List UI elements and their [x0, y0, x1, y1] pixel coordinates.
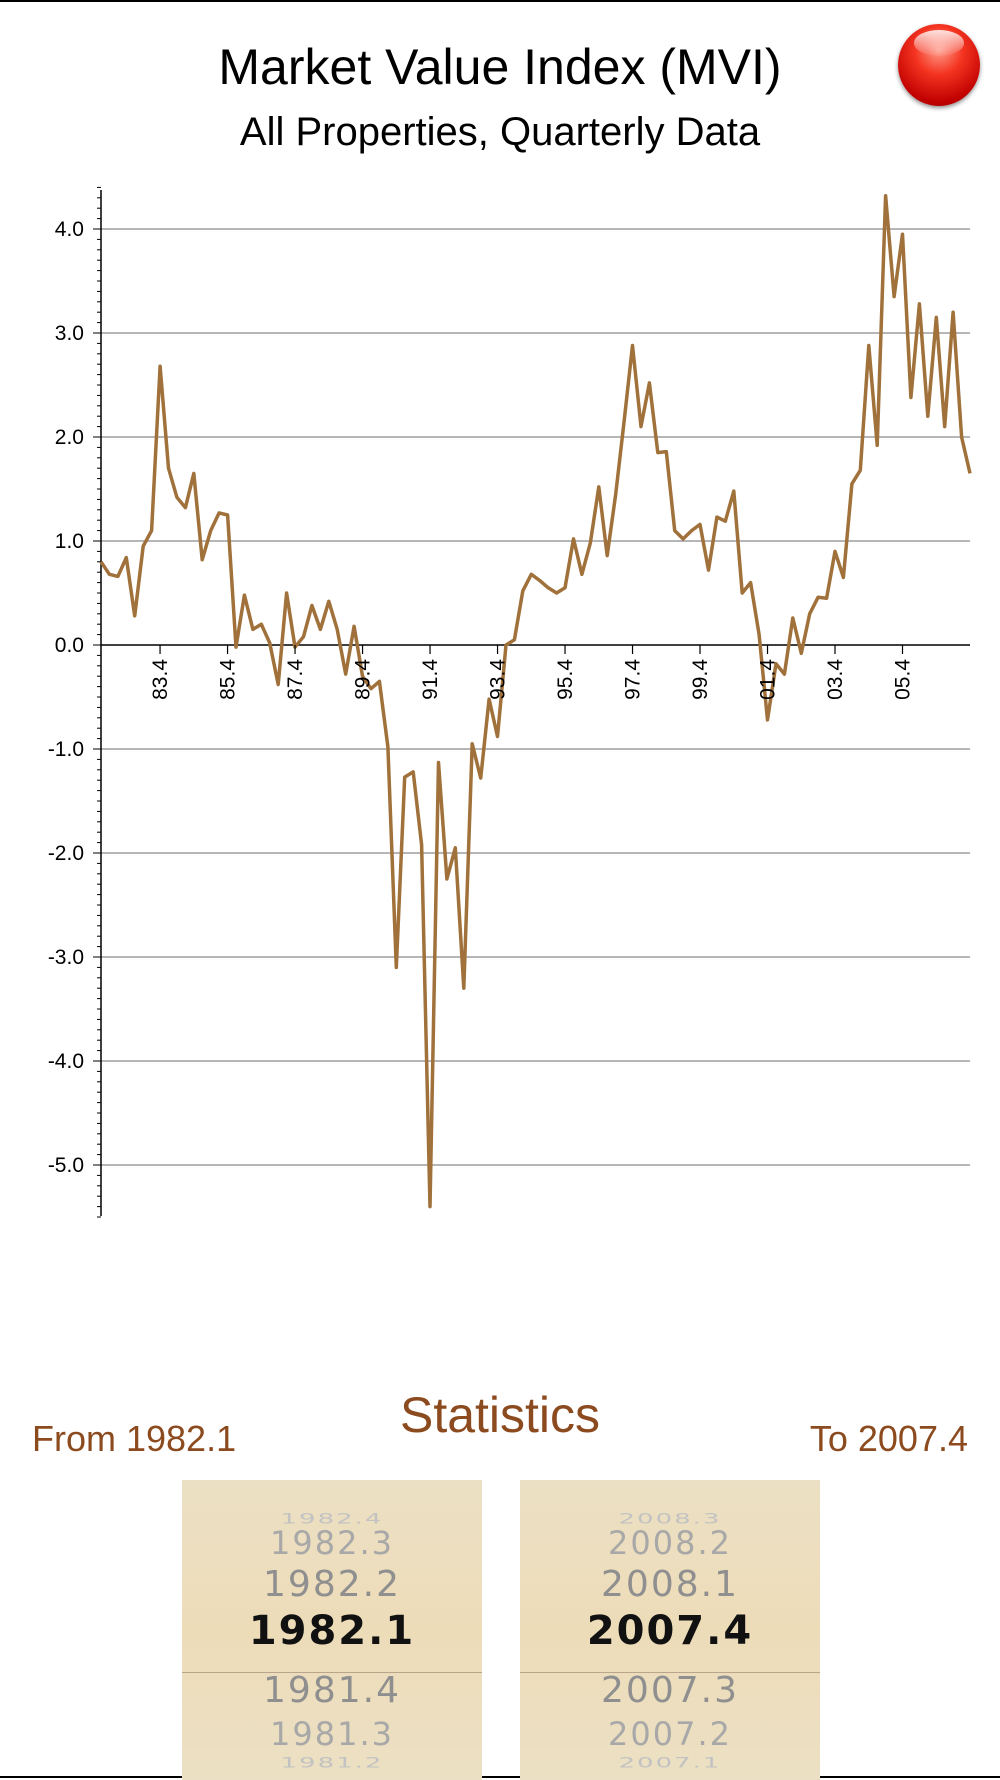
picker-option[interactable]: 1981.3: [270, 1715, 394, 1753]
picker-option[interactable]: 2008.1: [601, 1564, 739, 1605]
x-tick-label: 01.4: [757, 659, 780, 700]
chart-title: Market Value Index (MVI): [218, 39, 782, 95]
picker-divider: [182, 1672, 482, 1673]
picker-option[interactable]: 1981.4: [263, 1670, 401, 1711]
x-tick-label: 87.4: [284, 659, 307, 700]
chart-subtitle: All Properties, Quarterly Data: [239, 110, 761, 154]
x-tick-label: 83.4: [149, 659, 172, 700]
picker-selected[interactable]: 2007.4: [586, 1608, 754, 1654]
statistics-title: Statistics: [399, 1387, 601, 1443]
y-tick-label: -4.0: [48, 1050, 84, 1073]
x-tick-label: 89.4: [352, 659, 375, 700]
from-quarter-picker[interactable]: 1982.4 1982.3 1982.2 1982.1 1981.4 1981.…: [182, 1480, 482, 1780]
y-tick-label: -2.0: [48, 842, 84, 865]
y-tick-label: -1.0: [48, 738, 84, 761]
x-tick-label: 03.4: [824, 659, 847, 700]
x-tick-label: 91.4: [419, 659, 442, 700]
y-tick-label: 2.0: [55, 426, 84, 449]
y-tick-label: 1.0: [55, 530, 84, 553]
to-quarter-picker[interactable]: 2008.3 2008.2 2008.1 2007.4 2007.3 2007.…: [520, 1480, 820, 1780]
y-tick-label: 3.0: [55, 322, 84, 345]
y-tick-label: -3.0: [48, 946, 84, 969]
y-tick-label: -5.0: [48, 1154, 84, 1177]
x-tick-label: 93.4: [487, 659, 510, 700]
red-orb-close-icon: [914, 30, 964, 56]
to-label: To 2007.4: [809, 1418, 968, 1459]
x-tick-label: 05.4: [892, 659, 915, 700]
x-tick-label: 97.4: [622, 659, 645, 700]
picker-option[interactable]: 1982.3: [270, 1524, 394, 1562]
picker-option[interactable]: 1981.2: [280, 1754, 384, 1772]
x-tick-label: 85.4: [217, 659, 240, 700]
picker-selected[interactable]: 1982.1: [248, 1608, 416, 1654]
picker-option[interactable]: 2007.2: [608, 1715, 732, 1753]
picker-option[interactable]: 2007.1: [618, 1754, 722, 1772]
x-tick-label: 95.4: [554, 659, 577, 700]
y-tick-label: 4.0: [55, 218, 84, 241]
y-tick-label: 0.0: [55, 634, 84, 657]
from-label: From 1982.1: [32, 1418, 237, 1459]
picker-option[interactable]: 2007.3: [601, 1670, 739, 1711]
picker-option[interactable]: 1982.4: [280, 1510, 384, 1528]
x-tick-label: 99.4: [689, 659, 712, 700]
picker-divider: [520, 1672, 820, 1673]
picker-option[interactable]: 1982.2: [263, 1564, 401, 1605]
picker-option[interactable]: 2008.3: [618, 1510, 722, 1528]
mvi-line-chart: 4.0 3.0 2.0 1.0 0.0 -1.0 -2.0 -3.0 -4.0 -5.0 83.4 8…: [48, 186, 972, 1218]
mvi-series-line: [99, 193, 972, 1209]
close-button[interactable]: [898, 24, 980, 106]
picker-option[interactable]: 2008.2: [608, 1524, 732, 1562]
